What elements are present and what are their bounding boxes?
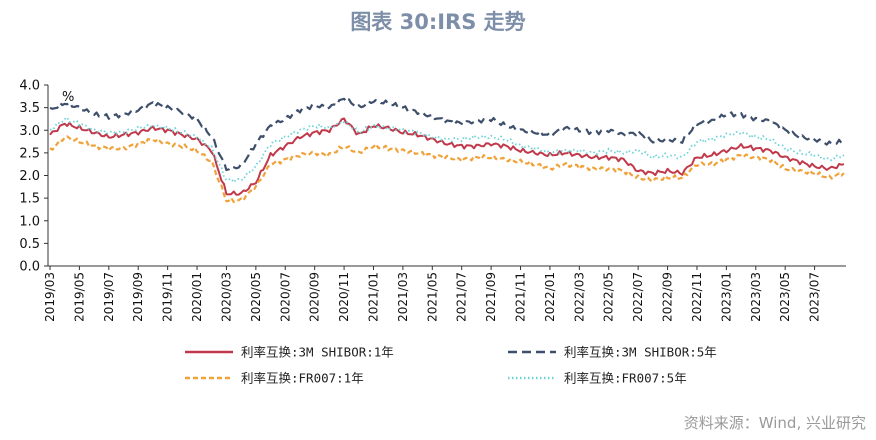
x-tick-label: 2020/03 bbox=[219, 272, 233, 322]
legend-label-4: 利率互换:FR007:5年 bbox=[564, 371, 687, 386]
x-tick-label: 2021/09 bbox=[484, 272, 498, 322]
series-line-3 bbox=[49, 135, 845, 204]
x-tick-label: 2019/11 bbox=[161, 272, 175, 322]
x-tick-label: 2022/05 bbox=[602, 272, 616, 322]
y-tick-label: 1.0 bbox=[19, 214, 40, 229]
x-tick-label: 2022/09 bbox=[661, 272, 675, 322]
legend-label-3: 利率互换:FR007:1年 bbox=[241, 371, 364, 386]
x-tick-label: 2020/09 bbox=[308, 272, 322, 322]
x-tick-label: 2020/07 bbox=[278, 272, 292, 322]
legend-label-2: 利率互换:3M SHIBOR:5年 bbox=[564, 345, 717, 360]
x-tick-label: 2020/01 bbox=[190, 272, 204, 322]
x-tick-label: 2022/03 bbox=[572, 272, 586, 322]
legend-label-1: 利率互换:3M SHIBOR:1年 bbox=[241, 345, 394, 360]
y-tick-label: 1.5 bbox=[19, 192, 40, 207]
chart-title: 图表 30:IRS 走势 bbox=[350, 10, 526, 34]
x-tick-label: 2021/01 bbox=[366, 272, 380, 322]
x-tick-label: 2020/05 bbox=[249, 272, 263, 322]
series-line-1 bbox=[49, 117, 845, 196]
x-tick-label: 2021/07 bbox=[455, 272, 469, 322]
chart-series-lines bbox=[49, 97, 845, 204]
chart-legend: 利率互换:3M SHIBOR:1年 利率互换:3M SHIBOR:5年利率互换:F… bbox=[185, 345, 717, 386]
series-line-2 bbox=[49, 97, 845, 172]
x-tick-label: 2022/11 bbox=[690, 272, 704, 322]
x-tick-label: 2019/03 bbox=[43, 272, 57, 322]
y-unit-label: % bbox=[62, 90, 74, 105]
x-tick-label: 2019/05 bbox=[72, 272, 86, 322]
x-tick-label: 2021/11 bbox=[514, 272, 528, 322]
x-tick-label: 2021/03 bbox=[396, 272, 410, 322]
x-tick-label: 2019/07 bbox=[102, 272, 116, 322]
y-tick-label: 2.5 bbox=[19, 146, 40, 161]
source-note: 资料来源：Wind, 兴业研究 bbox=[683, 414, 866, 432]
x-tick-label: 2023/05 bbox=[778, 272, 792, 322]
x-tick-label: 2020/11 bbox=[337, 272, 351, 322]
x-tick-label: 2022/07 bbox=[631, 272, 645, 322]
x-tick-label: 2023/03 bbox=[749, 272, 763, 322]
x-tick-label: 2023/07 bbox=[808, 272, 822, 322]
y-tick-label: 3.0 bbox=[19, 124, 40, 139]
x-tick-label: 2022/01 bbox=[543, 272, 557, 322]
y-tick-label: 0.5 bbox=[19, 237, 40, 252]
chart-axes: 0.0 0.5 1.0 1.5 2.0 2.5 3.0 3.5 4.0% 2019/03 2019/… bbox=[19, 79, 846, 322]
x-tick-label: 2019/09 bbox=[131, 272, 145, 322]
y-tick-label: 3.5 bbox=[19, 101, 40, 116]
y-tick-label: 4.0 bbox=[19, 79, 40, 94]
y-tick-label: 0.0 bbox=[19, 260, 40, 275]
y-tick-label: 2.0 bbox=[19, 169, 40, 184]
x-tick-label: 2021/05 bbox=[425, 272, 439, 322]
x-tick-label: 2023/01 bbox=[719, 272, 733, 322]
